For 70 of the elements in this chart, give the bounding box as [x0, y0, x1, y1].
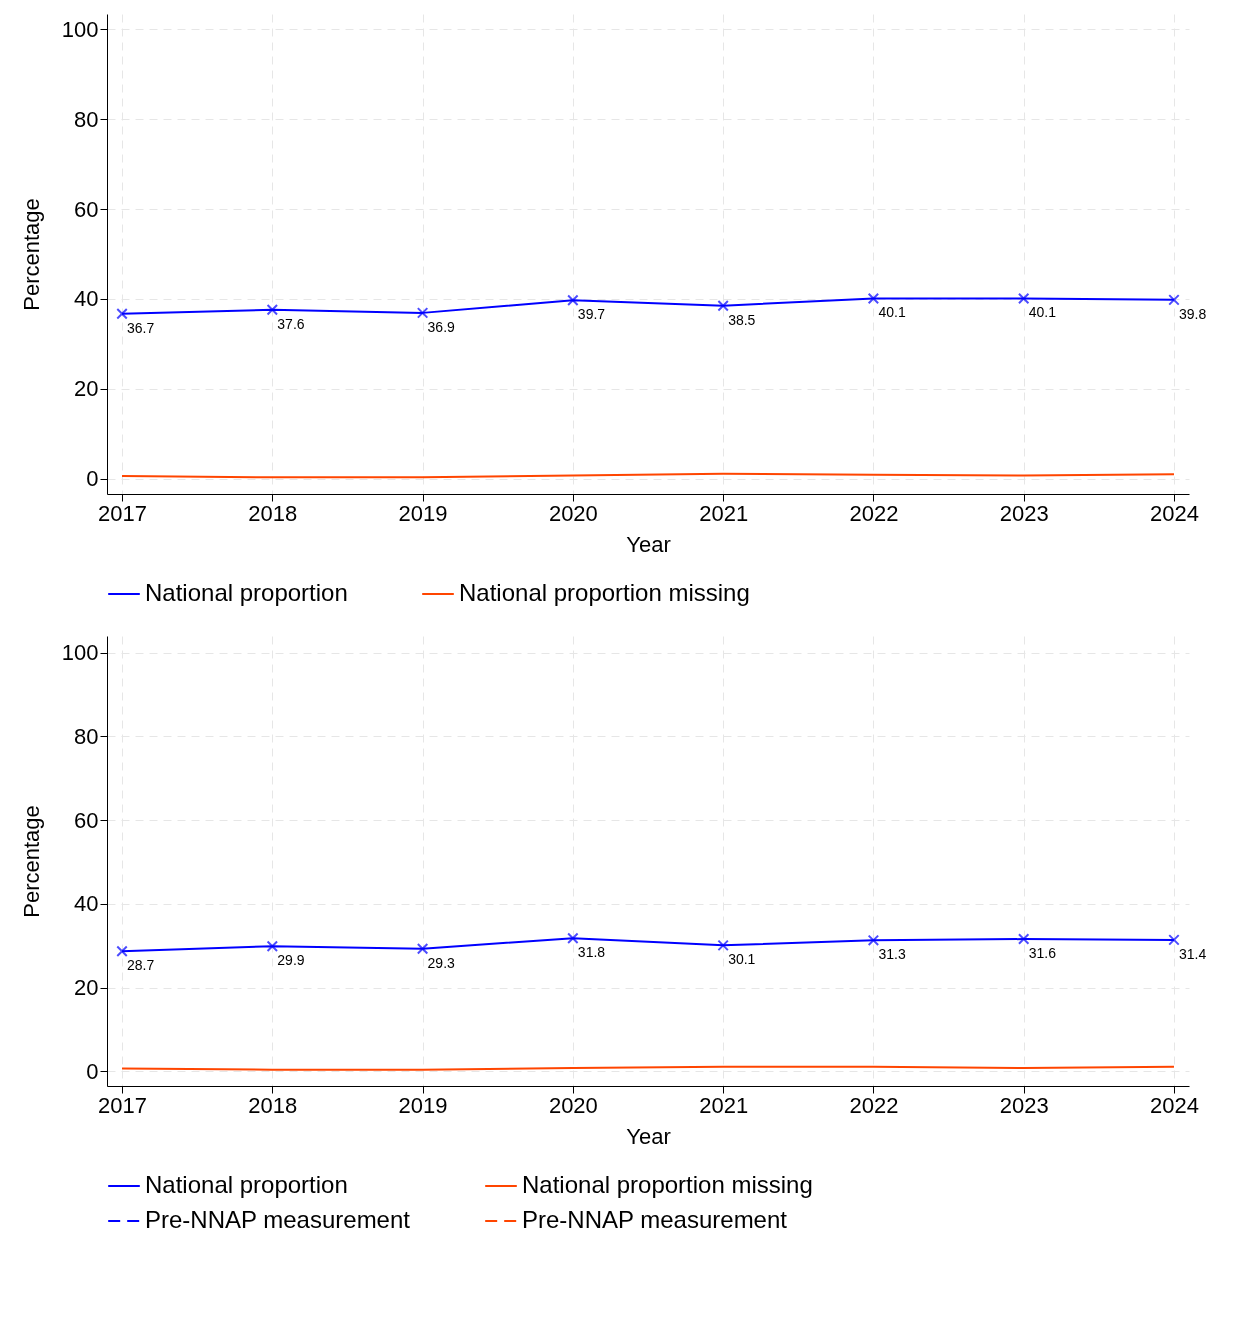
point — [867, 292, 880, 305]
x-tick-label: 2019 — [398, 1092, 448, 1118]
point — [416, 307, 429, 319]
y-axis-title: Percentage — [18, 805, 44, 918]
y-tick-label: 100 — [61, 640, 99, 666]
point — [1017, 292, 1030, 305]
x-tick-label: 2020 — [548, 500, 598, 526]
data-label: 31.8 — [577, 944, 606, 961]
x-tick-label: 2024 — [1150, 1092, 1199, 1118]
point — [1168, 934, 1180, 946]
x-axis-title: Year — [626, 531, 671, 557]
data-label: 36.7 — [127, 319, 155, 336]
point — [1017, 933, 1030, 945]
data-label: 39.8 — [1178, 305, 1207, 322]
data-label: 37.6 — [277, 315, 305, 332]
point — [867, 934, 880, 947]
y-tick-label: 40 — [74, 286, 99, 312]
point — [717, 299, 729, 312]
y-tick-label: 100 — [61, 16, 99, 42]
data-label: 30.1 — [728, 951, 756, 968]
x-tick-label: 2021 — [699, 500, 749, 526]
point — [116, 945, 128, 957]
y-tick-label: 20 — [74, 376, 99, 402]
legend-label: National proportion missing — [522, 1171, 813, 1198]
point — [717, 939, 729, 952]
x-tick-label: 2018 — [248, 500, 298, 526]
y-tick-label: 60 — [74, 807, 99, 833]
data-label: 31.3 — [878, 946, 906, 963]
point — [266, 303, 279, 316]
legend-label: National proportion missing — [459, 579, 750, 606]
data-label: 29.3 — [427, 954, 456, 971]
point — [416, 942, 429, 955]
x-tick-label: 2017 — [98, 500, 147, 526]
data-label: 38.5 — [728, 311, 756, 328]
legend-label: National proportion — [145, 579, 348, 606]
point — [567, 932, 579, 944]
point — [116, 308, 128, 320]
y-tick-label: 20 — [74, 975, 99, 1001]
point — [266, 940, 279, 952]
legend-label: National proportion — [145, 1171, 348, 1198]
x-tick-label: 2023 — [999, 500, 1049, 526]
x-tick-label: 2024 — [1150, 500, 1199, 526]
data-label: 29.9 — [277, 952, 305, 969]
x-tick-label: 2018 — [248, 1092, 298, 1118]
y-tick-label: 40 — [74, 891, 99, 917]
data-label: 28.7 — [127, 957, 155, 974]
x-tick-label: 2020 — [548, 1092, 598, 1118]
x-tick-label: 2017 — [98, 1092, 147, 1118]
point — [567, 294, 579, 307]
data-label: 39.7 — [577, 306, 606, 323]
y-tick-label: 80 — [74, 723, 99, 749]
y-axis-title: Percentage — [18, 198, 44, 311]
legend-label: Pre-NNAP measurement — [145, 1206, 411, 1233]
x-tick-label: 2022 — [849, 500, 899, 526]
y-tick-label: 80 — [74, 106, 99, 132]
x-tick-label: 2019 — [398, 500, 448, 526]
data-label: 40.1 — [878, 304, 906, 321]
y-tick-label: 0 — [86, 466, 99, 492]
data-label: 31.6 — [1028, 945, 1057, 962]
data-label: 40.1 — [1028, 304, 1057, 321]
data-label: 31.4 — [1178, 945, 1207, 962]
y-tick-label: 60 — [74, 196, 99, 222]
y-tick-label: 0 — [86, 1058, 99, 1084]
point — [1168, 294, 1180, 306]
x-axis-title: Year — [626, 1123, 671, 1149]
x-tick-label: 2021 — [699, 1092, 749, 1118]
x-tick-label: 2022 — [849, 1092, 899, 1118]
x-tick-label: 2023 — [999, 1092, 1049, 1118]
legend-label: Pre-NNAP measurement — [522, 1206, 788, 1233]
data-label: 36.9 — [427, 318, 456, 335]
